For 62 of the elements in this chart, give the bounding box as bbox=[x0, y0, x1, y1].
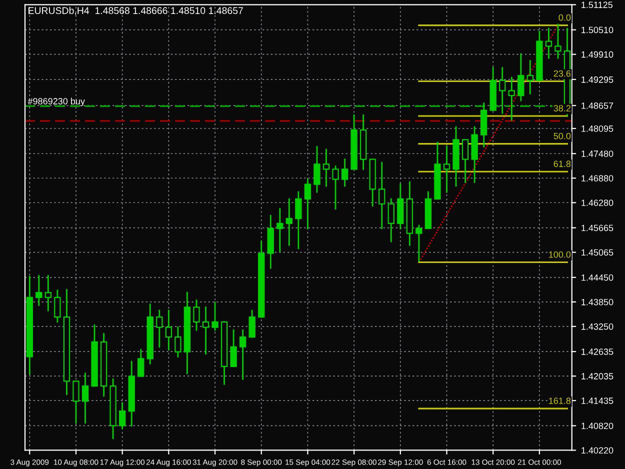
candlestick bbox=[286, 198, 293, 246]
candlestick bbox=[72, 380, 80, 424]
candlestick bbox=[276, 208, 284, 252]
candlestick bbox=[202, 306, 210, 355]
candlestick bbox=[416, 224, 422, 262]
y-tick-label: 1.47480 bbox=[582, 150, 614, 157]
y-tick-label: 1.50510 bbox=[582, 26, 614, 34]
candlestick bbox=[332, 166, 339, 210]
candlestick bbox=[193, 300, 200, 331]
candlestick bbox=[248, 310, 256, 338]
candlestick bbox=[388, 198, 394, 242]
candlestick bbox=[378, 162, 386, 230]
candlestick bbox=[174, 326, 182, 358]
candlestick bbox=[138, 349, 144, 377]
y-tick-label: 1.45665 bbox=[582, 224, 614, 232]
y-tick-label: 1.51125 bbox=[582, 2, 612, 8]
y-tick-label: 1.46880 bbox=[582, 175, 614, 182]
y-tick-label: 1.49910 bbox=[582, 51, 614, 58]
candlestick bbox=[230, 329, 237, 368]
candlestick bbox=[165, 310, 172, 350]
y-tick-label: 1.45065 bbox=[582, 249, 614, 256]
candlestick bbox=[304, 178, 312, 230]
candlestick bbox=[295, 191, 302, 250]
candlestick bbox=[118, 402, 126, 430]
y-tick-label: 1.40820 bbox=[582, 422, 614, 430]
ref-line-label: #9869230 buy bbox=[28, 98, 85, 106]
series-label: 50.0 bbox=[554, 132, 571, 140]
candlestick bbox=[341, 158, 348, 187]
y-tick-label: 1.43250 bbox=[582, 323, 614, 330]
series-label: 61.8 bbox=[554, 160, 571, 168]
series-label: 100.0 bbox=[549, 251, 571, 258]
series-label: 161.8 bbox=[549, 398, 571, 404]
candlestick bbox=[526, 60, 534, 94]
y-tick-label: 1.44450 bbox=[582, 274, 614, 281]
series-label: 0.0 bbox=[558, 14, 571, 21]
y-tick-label: 1.42035 bbox=[582, 373, 614, 380]
candlestick bbox=[156, 310, 163, 348]
y-tick-label: 1.40220 bbox=[582, 447, 614, 454]
candlestick bbox=[36, 275, 42, 306]
candlestick bbox=[44, 275, 52, 312]
y-tick-label: 1.41435 bbox=[582, 398, 614, 404]
candlestick bbox=[322, 148, 330, 187]
series-label: 23.6 bbox=[554, 70, 571, 77]
y-tick-label: 1.42635 bbox=[582, 348, 614, 355]
y-tick-label: 1.48095 bbox=[582, 125, 614, 132]
candlestick bbox=[545, 28, 552, 59]
candlestick bbox=[239, 329, 246, 380]
chart-title: EURUSDb,H4 1.48568 1.48666 1.48510 1.48657 bbox=[28, 6, 243, 16]
y-tick-label: 1.43850 bbox=[582, 298, 614, 306]
candlestick bbox=[314, 146, 320, 193]
candlestick bbox=[462, 139, 469, 183]
candlestick bbox=[212, 302, 218, 331]
candlestick bbox=[518, 53, 524, 102]
y-tick-label: 1.46280 bbox=[582, 200, 614, 206]
y-tick-label: 1.48657 bbox=[582, 102, 614, 109]
candlestick bbox=[499, 67, 506, 114]
y-tick-label: 1.49295 bbox=[582, 76, 614, 83]
candlestick bbox=[54, 290, 61, 323]
series-label: 38.2 bbox=[554, 105, 570, 112]
candlestick bbox=[82, 372, 89, 424]
candlestick bbox=[443, 146, 450, 193]
candlestick bbox=[508, 76, 515, 121]
